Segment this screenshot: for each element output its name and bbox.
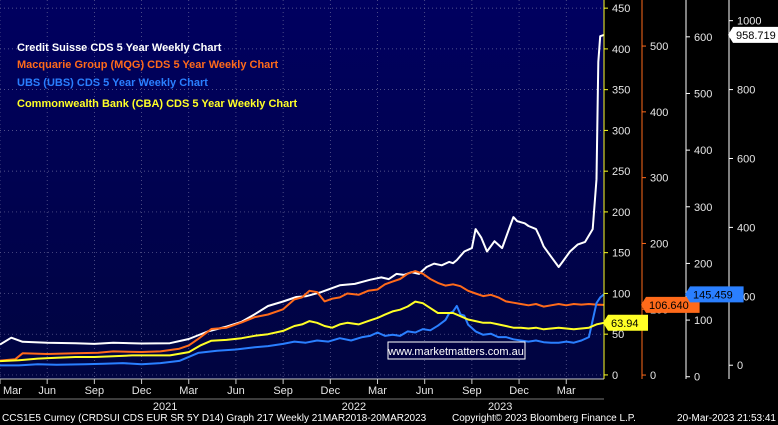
last-value-label-2: 145.459 <box>693 289 733 301</box>
series-line-1 <box>0 270 605 362</box>
x-tick-label-6: Sep <box>273 385 293 397</box>
grid <box>0 0 604 379</box>
tick-label-ax2-2: 200 <box>650 238 668 250</box>
footer-center: Copyright© 2023 Bloomberg Finance L.P. <box>452 413 636 424</box>
tick-label-ax3-0: 0 <box>694 372 700 384</box>
watermark-text: www.marketmatters.com.au <box>387 346 524 358</box>
tick-label-ax3-4: 400 <box>694 145 712 157</box>
series-line-3 <box>0 300 605 363</box>
x-tick-label-5: Jun <box>227 385 245 397</box>
year-label-1: 2022 <box>342 401 366 413</box>
last-value-box-3 <box>603 314 648 331</box>
last-value-box-1 <box>641 296 700 313</box>
x-tick-label-4: Mar <box>179 385 198 397</box>
last-value-box-0 <box>728 26 778 43</box>
legend-cba: Commonwealth Bank (CBA) CDS 5 Year Weekl… <box>17 98 298 110</box>
last-value-label-1: 106.640 <box>649 300 689 312</box>
tick-label-ax1-2: 100 <box>612 288 630 300</box>
x-tick-label-9: Jun <box>416 385 434 397</box>
tick-label-ax1-3: 150 <box>612 248 630 260</box>
x-tick-label-7: Dec <box>321 385 341 397</box>
tick-label-ax1-1: 50 <box>612 329 624 341</box>
tick-label-ax1-4: 200 <box>612 207 630 219</box>
tick-label-ax4-5: 1000 <box>737 16 761 28</box>
tick-label-ax1-7: 350 <box>612 85 630 97</box>
tick-label-ax3-3: 300 <box>694 202 712 214</box>
tick-label-ax1-8: 400 <box>612 44 630 56</box>
x-axis: Mar Jun Sep Dec Mar Jun Sep Dec Mar Jun Sep Dec Mar2… <box>0 378 604 413</box>
legend-macquarie: Macquarie Group (MQG) CDS 5 Year Weekly … <box>17 59 279 71</box>
tick-label-ax1-5: 250 <box>612 166 630 178</box>
x-tick-label-0: Mar <box>3 385 22 397</box>
tick-label-ax3-6: 600 <box>694 32 712 44</box>
last-value-label-0: 958.719 <box>736 30 776 42</box>
year-label-0: 2021 <box>153 401 177 413</box>
tick-label-ax3-1: 100 <box>694 315 712 327</box>
series-line-2 <box>0 293 605 367</box>
x-tick-label-3: Dec <box>132 385 152 397</box>
x-tick-label-1: Jun <box>38 385 56 397</box>
tick-label-ax2-0: 0 <box>650 370 656 382</box>
tick-label-ax4-4: 800 <box>737 85 755 97</box>
x-tick-label-10: Sep <box>462 385 482 397</box>
footer-right: 20-Mar-2023 21:53:41 <box>677 413 776 424</box>
last-value-labels: 958.719 106.640 145.459 63.94 <box>603 26 778 331</box>
tick-label-ax4-0: 0 <box>737 360 743 372</box>
x-tick-label-12: Mar <box>557 385 576 397</box>
tick-label-ax1-9: 450 <box>612 3 630 15</box>
tick-label-ax2-5: 500 <box>650 41 668 53</box>
tick-label-ax1-6: 300 <box>612 125 630 137</box>
tick-label-ax1-0: 0 <box>612 370 618 382</box>
tick-label-ax3-2: 200 <box>694 258 712 270</box>
footer: CCS1E5 Curncy (CRDSUI CDS EUR SR 5Y D14)… <box>2 413 776 424</box>
x-tick-label-8: Mar <box>368 385 387 397</box>
series-line-0 <box>0 33 605 346</box>
x-tick-label-11: Dec <box>509 385 529 397</box>
tick-label-ax4-3: 600 <box>737 153 755 165</box>
legend-ubs: UBS (UBS) CDS 5 Year Weekly Chart <box>17 77 208 89</box>
plot-area <box>0 0 604 379</box>
last-value-box-2 <box>685 286 744 303</box>
tick-label-ax2-4: 400 <box>650 107 668 119</box>
watermark-box: www.marketmatters.com.au <box>387 341 526 360</box>
legend-credit-suisse: Credit Suisse CDS 5 Year Weekly Chart <box>17 42 222 54</box>
footer-left: CCS1E5 Curncy (CRDSUI CDS EUR SR 5Y D14)… <box>2 413 427 424</box>
tick-label-ax2-3: 300 <box>650 173 668 185</box>
tick-label-ax3-5: 500 <box>694 88 712 100</box>
last-value-label-3: 63.94 <box>611 318 639 330</box>
year-label-2: 2023 <box>488 401 512 413</box>
x-tick-label-2: Sep <box>85 385 105 397</box>
series-layer <box>0 33 605 367</box>
legend: Credit Suisse CDS 5 Year Weekly Chart Ma… <box>17 42 298 110</box>
tick-label-ax4-2: 400 <box>737 222 755 234</box>
